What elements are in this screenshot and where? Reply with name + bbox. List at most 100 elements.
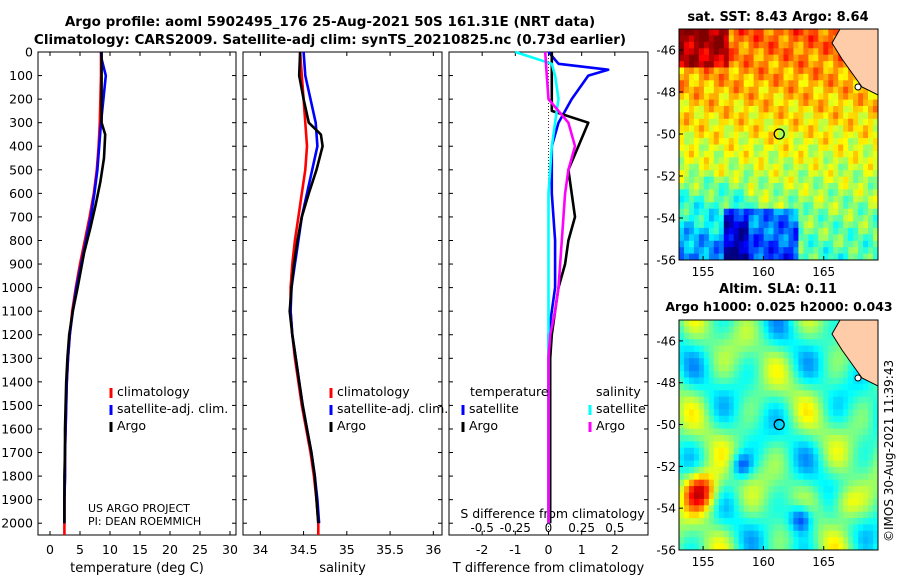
map-cell: [848, 454, 854, 462]
map-cell: [758, 215, 765, 222]
map-cell: [713, 454, 720, 462]
map-cell: [708, 447, 715, 455]
map-cell: [793, 183, 799, 190]
map-cell: [679, 67, 685, 75]
map-cell: [738, 409, 745, 417]
map-cell: [698, 106, 705, 113]
map-cell: [833, 118, 839, 126]
map-cell: [833, 183, 839, 190]
map-cell: [788, 422, 794, 430]
map-cell: [718, 345, 725, 353]
map-cell: [753, 170, 760, 178]
map-cell: [863, 106, 869, 113]
map-cell: [679, 93, 685, 101]
map-cell: [689, 150, 695, 158]
map-cell: [743, 189, 750, 197]
map-cell: [698, 351, 705, 359]
map-cell: [783, 157, 789, 165]
map-cell: [718, 253, 725, 261]
map-cell: [783, 234, 789, 242]
map-cell: [803, 530, 809, 538]
map-cell: [753, 396, 760, 404]
map-cell: [679, 428, 685, 436]
map-cell: [723, 415, 730, 423]
map-cell: [763, 326, 770, 334]
map-cell: [758, 435, 765, 442]
map-cell: [823, 320, 829, 327]
map-cell: [798, 441, 804, 449]
map-cell: [733, 106, 740, 113]
map-cell: [773, 332, 779, 340]
map-cell: [763, 112, 770, 120]
map-cell: [778, 86, 784, 94]
map-cell: [703, 537, 710, 545]
map-cell: [798, 473, 804, 481]
map-cell: [703, 157, 710, 165]
map-cell: [813, 227, 819, 235]
map-cell: [693, 195, 700, 203]
map-cell: [753, 61, 760, 68]
map-cell: [698, 492, 705, 500]
map-cell: [828, 371, 834, 378]
map-cell: [763, 492, 770, 500]
map-cell: [679, 125, 685, 133]
map-cell: [778, 530, 784, 538]
map-cell: [698, 479, 705, 487]
map-cell: [778, 537, 784, 545]
map-cell: [758, 234, 765, 242]
map-cell: [743, 170, 750, 178]
map-cell: [793, 240, 799, 248]
x-tick-label: 36: [425, 542, 441, 557]
map-cell: [753, 67, 760, 75]
map-cell: [713, 435, 720, 442]
map-cell: [713, 41, 720, 49]
map-lat-label: -52: [656, 460, 676, 474]
map-cell: [728, 48, 735, 56]
map-cell: [773, 537, 779, 545]
map-cell: [733, 29, 740, 36]
map-cell: [798, 466, 804, 474]
map-cell: [693, 247, 700, 255]
map-cell: [798, 93, 804, 101]
annotation-pi: PI: DEAN ROEMMICH: [88, 515, 201, 528]
map-cell: [679, 247, 685, 255]
map-cell: [738, 358, 745, 366]
map-cell: [743, 118, 750, 126]
y-tick-label: 600: [9, 186, 33, 201]
map-cell: [803, 86, 809, 94]
map-cell: [803, 35, 809, 43]
map-cell: [803, 189, 809, 197]
map-cell: [689, 332, 695, 340]
map-cell: [684, 505, 690, 513]
map-cell: [808, 61, 814, 68]
map-cell: [689, 364, 695, 372]
map-cell: [813, 339, 819, 347]
map-lon-label: 160: [752, 265, 775, 279]
map-cell: [768, 202, 774, 210]
map-cell: [713, 498, 720, 506]
map-cell: [753, 351, 760, 359]
map-cell: [858, 486, 864, 493]
map-cell: [718, 86, 725, 94]
map-cell: [838, 364, 844, 372]
map-cell: [698, 48, 705, 56]
map-cell: [788, 170, 794, 178]
map-cell: [758, 486, 765, 493]
map-cell: [858, 390, 864, 398]
map-cell: [783, 99, 789, 107]
map-cell: [848, 234, 854, 242]
map-cell: [808, 253, 814, 261]
map-cell: [833, 106, 839, 113]
map-cell: [728, 247, 735, 255]
map-cell: [743, 511, 750, 519]
map-cell: [733, 345, 740, 353]
map-cell: [858, 403, 864, 410]
y-tick-label: 200: [9, 92, 33, 107]
map-cell: [738, 93, 745, 101]
map-cell: [723, 131, 730, 139]
map-cell: [803, 492, 809, 500]
map-cell: [803, 390, 809, 398]
map-cell: [743, 403, 750, 410]
map-cell: [798, 479, 804, 487]
map-cell: [689, 422, 695, 430]
